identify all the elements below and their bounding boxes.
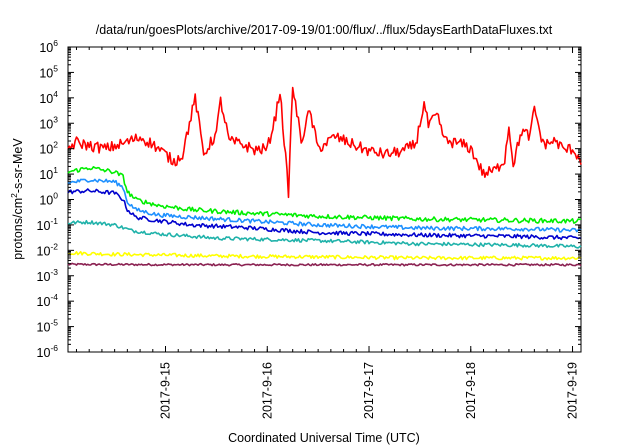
series-line (67, 250, 582, 261)
y-tick-label-base: 10 (37, 219, 51, 233)
y-tick-label: 10-3 (37, 267, 59, 284)
x-tick-label: 2017-9-19 (566, 362, 580, 419)
y-tick-label-exp: -5 (50, 318, 58, 328)
y-tick-label: 106 (39, 38, 58, 55)
y-tick-label-base: 10 (37, 321, 51, 335)
y-tick-label-base: 10 (37, 244, 51, 258)
plot-area: 10610510410310210110010-110-210-310-410-… (37, 38, 582, 419)
x-tick-label: 2017-9-16 (260, 362, 274, 419)
y-axis-label-superscript: 2 (9, 193, 19, 198)
y-tick-label-base: 10 (39, 92, 53, 106)
y-tick-label-base: 10 (39, 41, 53, 55)
y-tick-label-base: 10 (39, 117, 53, 131)
y-tick-label-exp: 3 (53, 114, 58, 124)
series-line (67, 178, 582, 233)
y-tick-label-exp: 0 (53, 191, 58, 201)
series-line (67, 166, 582, 224)
y-tick-label: 10-4 (37, 292, 59, 309)
y-tick-label-base: 10 (39, 168, 53, 182)
y-axis-label-prefix: protons/cm (11, 198, 25, 260)
y-tick-label: 103 (39, 114, 58, 131)
y-tick-label: 104 (39, 89, 58, 106)
y-tick-label-base: 10 (37, 346, 51, 360)
y-tick-label-exp: 2 (53, 140, 58, 150)
y-tick-label: 10-2 (37, 241, 59, 258)
y-tick-label-exp: -1 (50, 216, 58, 226)
y-tick-label-base: 10 (37, 270, 51, 284)
y-tick-label-exp: 4 (53, 89, 58, 99)
y-tick-label-exp: -2 (50, 241, 58, 251)
x-tick-label: 2017-9-15 (159, 362, 173, 419)
x-tick-label: 2017-9-17 (362, 362, 376, 419)
x-tick-label: 2017-9-18 (464, 362, 478, 419)
y-tick-label: 105 (39, 63, 58, 80)
series-line (67, 219, 582, 249)
chart-title: /data/run/goesPlots/archive/2017-09-19/0… (96, 23, 553, 37)
y-tick-label-base: 10 (39, 66, 53, 80)
plot-frame (67, 46, 582, 353)
y-tick-label: 10-5 (37, 318, 59, 335)
y-tick-label-exp: -4 (50, 292, 58, 302)
x-axis: 2017-9-15 2017-9-16 2017-9-17 2017-9-18 2017… (75, 47, 580, 419)
series-line (67, 86, 582, 199)
y-tick-label-exp: 1 (53, 165, 58, 175)
y-tick-label-exp: -3 (50, 267, 58, 277)
y-axis-label: protons/cm2-s-sr-MeV (9, 138, 25, 260)
series-line (67, 262, 582, 267)
y-tick-label-base: 10 (39, 194, 53, 208)
y-tick-label: 10-6 (37, 343, 59, 360)
y-tick-label: 101 (39, 165, 58, 182)
y-tick-label-base: 10 (39, 143, 53, 157)
y-tick-label-exp: 5 (53, 63, 58, 73)
y-tick-label: 102 (39, 140, 58, 157)
series-layer (67, 86, 582, 267)
y-tick-label: 10-1 (37, 216, 59, 233)
series-line (67, 188, 582, 241)
y-tick-label-exp: -6 (50, 343, 58, 353)
y-axis-label-suffix: -s-sr-MeV (11, 138, 25, 194)
y-tick-label: 100 (39, 191, 58, 208)
y-axis: 10610510410310210110010-110-210-310-410-… (37, 38, 581, 360)
y-tick-label-exp: 6 (53, 38, 58, 48)
x-axis-label: Coordinated Universal Time (UTC) (228, 431, 420, 445)
y-tick-label-base: 10 (37, 295, 51, 309)
